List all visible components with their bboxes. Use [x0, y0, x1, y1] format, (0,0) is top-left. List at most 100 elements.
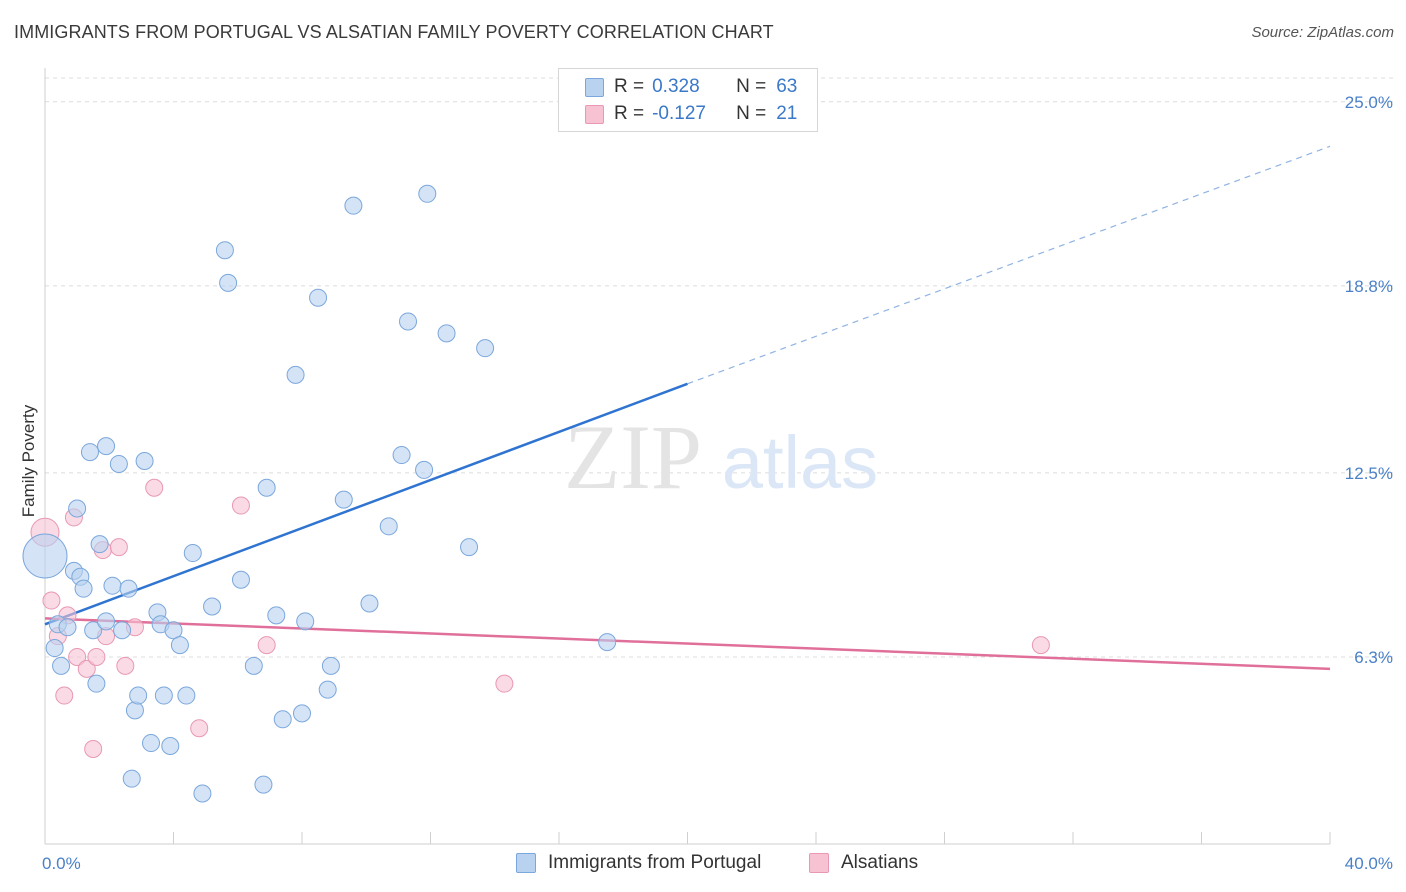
point-alsatians: [42, 591, 61, 610]
point-portugal: [161, 737, 180, 756]
x-tick-label: 0.0%: [42, 854, 81, 873]
trend-line-portugal-extension: [687, 145, 1331, 385]
trend-line-portugal: [44, 382, 688, 626]
trend-lines: [44, 145, 1331, 671]
point-portugal: [244, 656, 263, 675]
point-portugal: [418, 184, 437, 203]
point-portugal: [103, 576, 122, 595]
point-portugal: [344, 196, 363, 215]
point-alsatians: [77, 659, 96, 678]
point-portugal: [183, 544, 202, 563]
legend-r-label: R =: [614, 103, 645, 124]
legend-r-label: R =: [614, 76, 645, 97]
point-portugal: [135, 452, 154, 470]
point-portugal: [119, 579, 138, 598]
point-alsatians: [68, 647, 87, 666]
point-portugal: [97, 437, 116, 456]
bottom-legend-label: Alsatians: [841, 852, 919, 873]
point-portugal: [109, 454, 128, 473]
y-tick-label: 25.0%: [1345, 93, 1393, 112]
point-portugal: [318, 680, 337, 699]
data-points: [22, 184, 1050, 803]
point-portugal: [22, 533, 68, 579]
legend-swatch-blue: [585, 77, 604, 97]
point-alsatians: [116, 656, 135, 675]
point-portugal: [90, 535, 109, 554]
point-portugal: [309, 288, 328, 307]
point-portugal: [45, 639, 64, 658]
legend-swatch-pink: [809, 853, 829, 873]
point-portugal: [267, 606, 286, 625]
legend-row-alsatians: R = -0.127 N = 21: [585, 102, 797, 126]
point-portugal: [129, 686, 148, 705]
trend-line-alsatians: [44, 617, 1331, 671]
legend-n-label: N =: [736, 103, 767, 124]
point-portugal: [84, 621, 103, 640]
point-portugal: [296, 612, 315, 631]
point-portugal: [476, 339, 495, 358]
point-portugal: [193, 784, 212, 803]
legend-row-portugal: R = 0.328 N = 63: [585, 75, 797, 99]
point-portugal: [113, 621, 132, 640]
point-portugal: [392, 446, 411, 465]
grid-lines: [45, 77, 1394, 658]
point-portugal: [321, 656, 340, 675]
point-portugal: [80, 443, 99, 462]
legend-swatch-pink: [585, 104, 604, 124]
legend-r-value: 0.328: [652, 76, 700, 97]
point-portugal: [170, 636, 189, 655]
point-alsatians: [190, 719, 209, 738]
watermark-zip: ZIP: [564, 406, 702, 508]
chart-title: IMMIGRANTS FROM PORTUGAL VS ALSATIAN FAM…: [14, 22, 774, 42]
x-tick-label: 40.0%: [1345, 854, 1393, 873]
point-portugal: [286, 365, 305, 384]
point-portugal: [52, 656, 71, 675]
point-portugal: [598, 633, 617, 652]
watermark: ZIP atlas: [564, 406, 878, 508]
point-portugal: [437, 324, 456, 343]
point-alsatians: [55, 686, 74, 705]
axes: [44, 68, 1331, 845]
y-axis-label: Family Poverty: [19, 404, 38, 517]
point-alsatians: [87, 647, 106, 666]
y-tick-label: 6.3%: [1354, 648, 1393, 667]
bottom-legend-label: Immigrants from Portugal: [548, 852, 762, 873]
correlation-legend: R = 0.328 N = 63 R = -0.127 N = 21: [558, 68, 818, 132]
point-portugal: [215, 241, 234, 260]
y-tick-label: 12.5%: [1345, 464, 1393, 483]
point-portugal: [154, 686, 173, 705]
point-portugal: [415, 460, 434, 479]
point-alsatians: [495, 674, 514, 693]
point-portugal: [68, 499, 87, 518]
point-alsatians: [84, 739, 103, 758]
point-alsatians: [231, 496, 250, 515]
point-portugal: [219, 273, 238, 292]
point-portugal: [399, 312, 418, 331]
watermark-atlas: atlas: [722, 421, 878, 504]
point-portugal: [334, 490, 353, 509]
point-portugal: [293, 704, 311, 723]
point-portugal: [177, 686, 196, 705]
legend-n-value: 63: [776, 76, 798, 97]
point-portugal: [379, 517, 398, 536]
point-portugal: [142, 734, 161, 753]
point-alsatians: [257, 636, 276, 655]
point-portugal: [122, 769, 141, 788]
legend-swatch-blue: [516, 853, 536, 873]
point-portugal: [257, 478, 276, 497]
legend-n-value: 21: [776, 103, 798, 124]
point-portugal: [273, 710, 292, 729]
point-alsatians: [1031, 636, 1050, 655]
point-portugal: [97, 612, 116, 631]
point-portugal: [74, 579, 93, 598]
point-portugal: [203, 597, 222, 616]
bottom-legend-alsatians[interactable]: Alsatians: [809, 852, 918, 874]
point-alsatians: [109, 538, 128, 557]
point-portugal: [360, 594, 379, 613]
point-portugal: [460, 538, 479, 557]
bottom-legend-portugal[interactable]: Immigrants from Portugal: [516, 852, 761, 874]
source-label: Source: ZipAtlas.com: [1251, 24, 1394, 41]
point-portugal: [231, 570, 250, 589]
point-portugal: [125, 701, 144, 720]
